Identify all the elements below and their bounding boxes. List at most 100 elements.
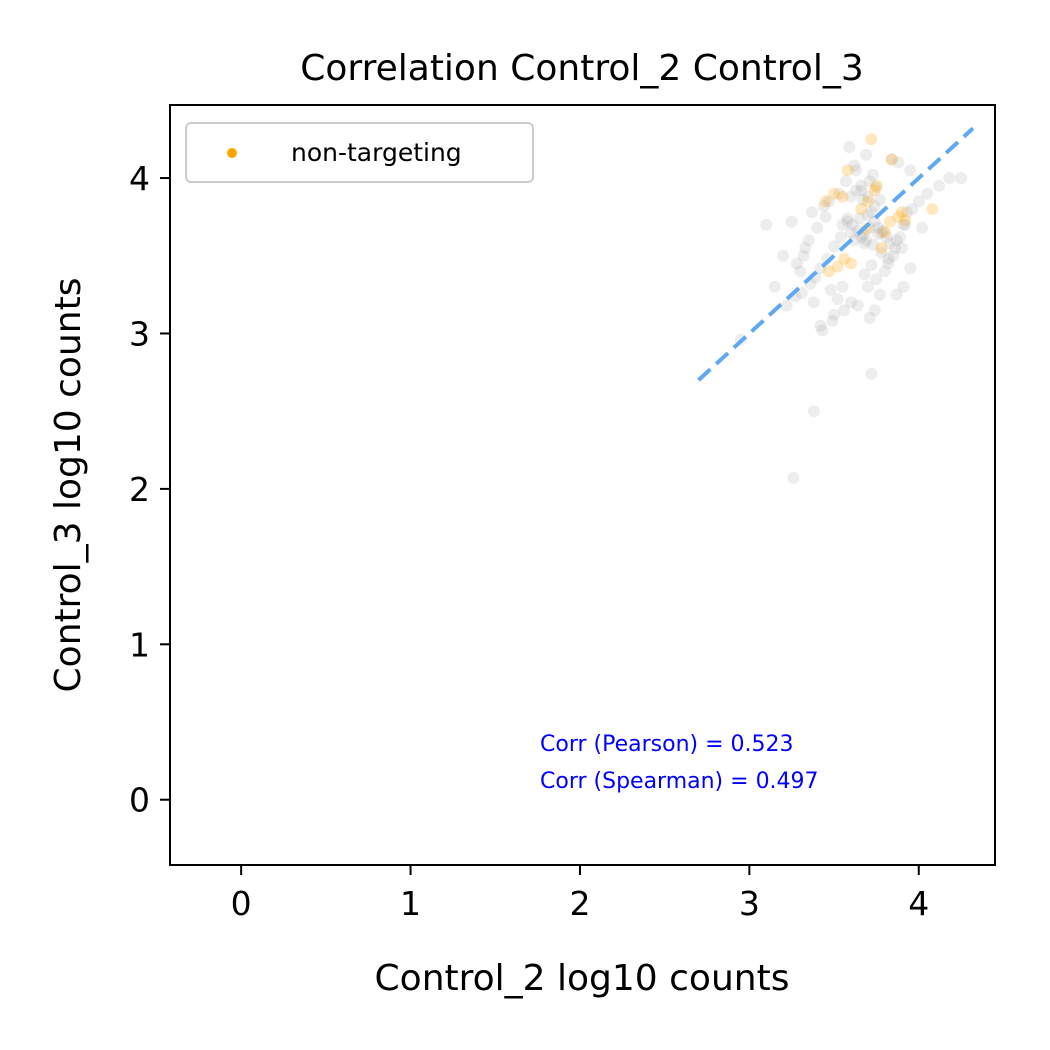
legend-label: non-targeting (291, 138, 462, 167)
data-point (768, 280, 781, 293)
non-targeting-point (895, 206, 908, 219)
data-point (921, 187, 934, 200)
data-point (872, 228, 885, 240)
data-point (868, 215, 881, 228)
data-point (848, 159, 861, 172)
data-point (865, 206, 878, 219)
non-targeting-point (878, 226, 891, 239)
data-point (865, 259, 878, 272)
data-point (836, 218, 849, 231)
data-point (882, 257, 895, 270)
data-point (841, 215, 854, 228)
data-point (824, 283, 837, 296)
data-point (807, 405, 820, 418)
data-point (861, 190, 874, 203)
data-point (845, 226, 857, 239)
spearman-annotation: Corr (Spearman) = 0.497 (540, 769, 819, 794)
data-point (892, 156, 905, 169)
data-point (894, 231, 907, 244)
data-point (839, 175, 852, 188)
data-point (873, 288, 886, 301)
data-point (900, 206, 913, 219)
data-point (860, 234, 873, 247)
data-point (828, 308, 841, 321)
data-point (828, 240, 841, 253)
data-point (880, 231, 893, 244)
data-point (850, 184, 863, 197)
non-targeting-point (885, 153, 898, 166)
legend-marker (227, 148, 237, 158)
non-targeting-point (899, 214, 912, 226)
data-point (895, 242, 908, 254)
plot-frame (169, 104, 996, 866)
chart-title: Correlation Control_2 Control_3 (300, 48, 863, 89)
data-point (870, 273, 883, 286)
data-point (811, 221, 824, 234)
data-point (884, 237, 896, 250)
data-point (878, 265, 891, 278)
data-point (846, 218, 859, 231)
data-point (785, 215, 798, 228)
data-point (845, 190, 857, 203)
non-targeting-point (855, 203, 868, 216)
data-point (816, 324, 829, 337)
data-point (780, 299, 793, 312)
non-targeting-point (819, 195, 832, 208)
data-point (814, 319, 827, 332)
non-targeting-point (841, 164, 854, 177)
y-tick-label: 1 (129, 625, 150, 664)
x-tick-label: 1 (400, 884, 421, 923)
non-targeting-point (868, 184, 881, 197)
x-axis-ticks: 0 1 2 3 4 (231, 865, 929, 923)
non-targeting-point (870, 179, 883, 192)
data-point (933, 179, 946, 192)
non-targeting-point (836, 190, 849, 203)
data-point (877, 224, 890, 237)
non-targeting-point (823, 265, 835, 278)
data-point (834, 231, 847, 244)
data-point (870, 181, 883, 194)
data-point (899, 218, 912, 231)
non-targeting-point (884, 215, 896, 228)
legend-box (185, 122, 534, 183)
y-axis-ticks: 0 1 2 3 4 (129, 159, 170, 820)
data-point (897, 280, 910, 293)
legend: non-targeting (185, 122, 534, 183)
data-point (875, 226, 888, 239)
data-point (853, 212, 866, 225)
data-point (850, 164, 863, 177)
x-tick-label: 2 (569, 884, 590, 923)
data-point (843, 141, 856, 153)
data-point (806, 206, 818, 219)
y-tick-label: 4 (129, 159, 150, 198)
data-point (861, 209, 874, 222)
non-targeting-point (892, 210, 905, 223)
y-tick-label: 3 (129, 314, 150, 353)
data-point (831, 293, 844, 306)
data-point (867, 238, 879, 251)
y-axis-label: Control_3 log10 counts (48, 278, 89, 693)
non-targeting-point (926, 203, 939, 216)
data-point (777, 249, 790, 262)
data-point (889, 242, 902, 254)
data-point (790, 257, 803, 270)
non-targeting-point (865, 133, 878, 146)
pearson-annotation: Corr (Pearson) = 0.523 (540, 732, 794, 757)
data-point (860, 148, 873, 161)
x-tick-label: 4 (908, 884, 929, 923)
data-point (885, 153, 898, 166)
non-targeting-point (861, 195, 874, 208)
data-point (912, 195, 925, 208)
data-point (817, 200, 830, 212)
data-point (760, 218, 773, 231)
data-point (855, 179, 868, 192)
fit-line (697, 126, 975, 382)
data-point (861, 280, 874, 293)
points-layer (734, 133, 968, 484)
x-tick-label: 0 (231, 884, 252, 923)
data-point (882, 252, 895, 265)
non-targeting-point (845, 257, 857, 270)
data-point (867, 168, 879, 181)
data-point (890, 234, 903, 247)
